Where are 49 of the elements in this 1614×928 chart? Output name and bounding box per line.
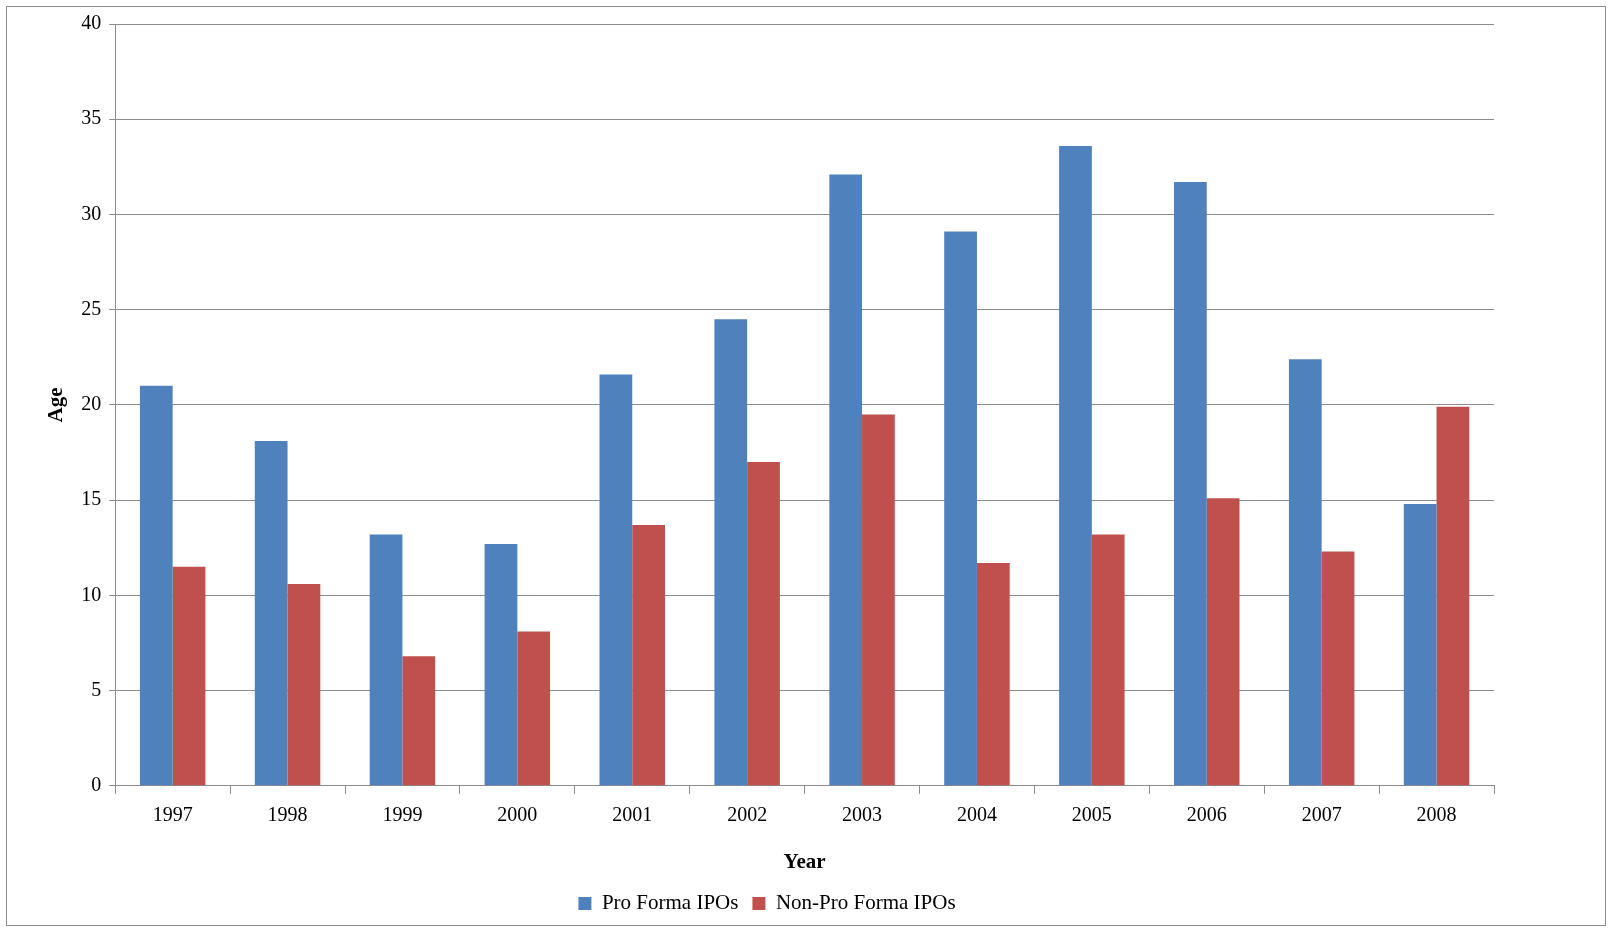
- legend-label: Non-Pro Forma IPOs: [775, 890, 956, 915]
- bar: [1059, 145, 1092, 786]
- bar: [714, 319, 748, 786]
- y-tick-label: 30: [81, 201, 102, 224]
- bar: [254, 441, 288, 786]
- bar: [944, 231, 977, 786]
- x-tick-label: 2007: [1301, 803, 1342, 826]
- bar: [1436, 406, 1470, 786]
- bar: [1174, 182, 1207, 786]
- bar: [599, 374, 633, 786]
- bar: [1321, 551, 1355, 786]
- x-tick-label: 2001: [612, 803, 653, 826]
- y-tick-label: 40: [81, 11, 102, 34]
- y-tick-label: 15: [81, 487, 102, 510]
- bar: [632, 524, 665, 786]
- y-tick-label: 35: [81, 106, 102, 129]
- x-tick-label: 2004: [956, 803, 997, 826]
- y-tick-label: 10: [81, 582, 102, 605]
- bar: [976, 562, 1010, 786]
- x-tick-label: 1999: [382, 803, 423, 826]
- bar: [484, 543, 518, 786]
- bar: [1403, 503, 1437, 786]
- x-tick-label: 2003: [842, 803, 883, 826]
- y-tick-label: 5: [91, 677, 102, 700]
- bar: [1091, 534, 1125, 786]
- bar: [139, 385, 173, 786]
- x-tick-label: 2006: [1186, 803, 1227, 826]
- bar: [517, 631, 551, 786]
- x-tick-label: 2005: [1071, 803, 1112, 826]
- bar: [369, 534, 403, 786]
- y-tick-label: 25: [81, 296, 102, 319]
- x-tick-label: 1997: [152, 803, 193, 826]
- x-tick-label: 2000: [497, 803, 538, 826]
- x-axis-title: Year: [783, 848, 826, 873]
- x-tick-label: 2008: [1416, 803, 1457, 826]
- y-tick-label: 0: [91, 773, 102, 796]
- bar: [1288, 359, 1322, 786]
- bar: [402, 656, 436, 786]
- bar: [172, 566, 206, 786]
- bar: [747, 462, 780, 786]
- bar: [829, 174, 863, 786]
- bar: [862, 414, 895, 786]
- bar: [287, 583, 321, 786]
- legend-label: Pro Forma IPOs: [601, 890, 739, 915]
- y-tick-label: 20: [81, 392, 102, 415]
- x-tick-label: 2002: [727, 803, 768, 826]
- y-axis-title: Age: [43, 387, 68, 423]
- x-tick-label: 1998: [267, 803, 308, 826]
- bar: [1206, 498, 1240, 786]
